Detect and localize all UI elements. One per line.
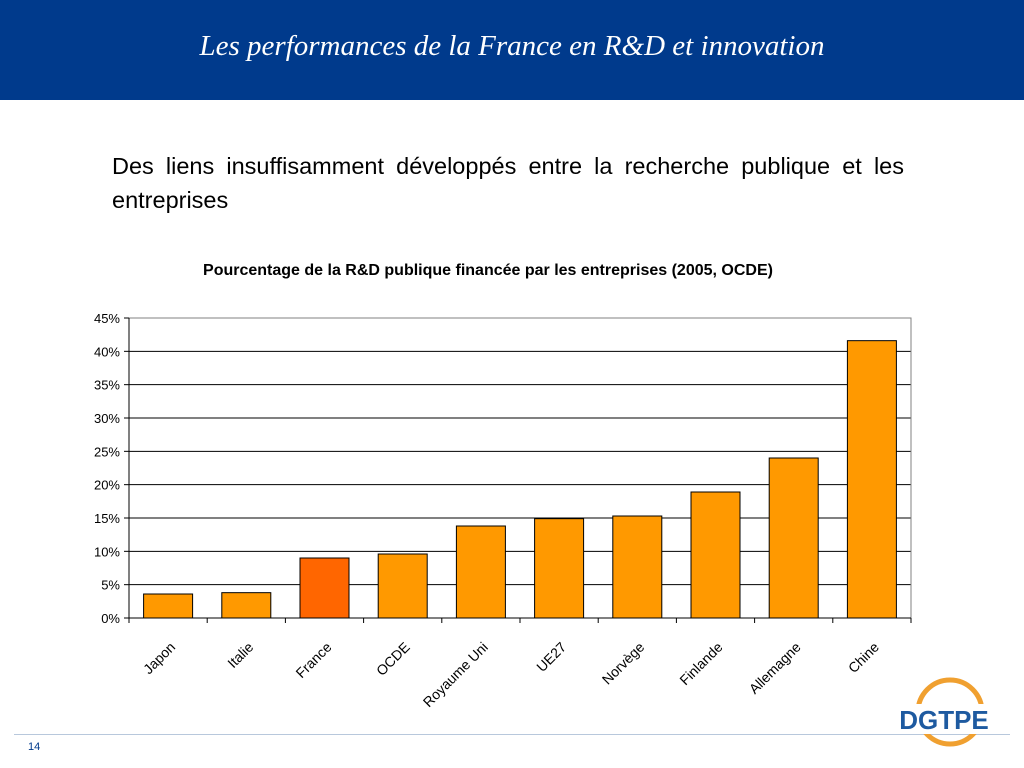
bar-royaume-uni xyxy=(455,525,506,619)
slide-subtitle: Des liens insuffisamment développés entr… xyxy=(112,153,904,213)
y-tick-label: 20% xyxy=(94,478,120,493)
logo-text: DGTPE xyxy=(899,705,989,735)
bar-italie xyxy=(221,592,272,619)
chart-title: Pourcentage de la R&D publique financée … xyxy=(203,262,773,279)
y-tick-label: 0% xyxy=(101,611,120,626)
chart-axes xyxy=(124,317,912,623)
logo-backdrop xyxy=(888,704,996,734)
footer-divider xyxy=(14,734,1010,735)
y-tick-label: 15% xyxy=(94,511,120,526)
bar-allemagne xyxy=(768,457,819,619)
header-bar xyxy=(0,0,1024,100)
slide-title: Les performances de la France en R&D et … xyxy=(199,30,825,62)
y-tick-labels: 0% 5% 10% 15% 20% 25% 30% 35% 40% 45% xyxy=(94,311,120,626)
bar-france xyxy=(299,557,350,619)
bar-ue27 xyxy=(534,518,585,619)
page-number: 14 xyxy=(28,741,41,753)
y-tick-label: 10% xyxy=(94,544,120,559)
bar-finlande xyxy=(690,491,741,619)
chart-bars xyxy=(143,340,897,619)
bar-japon xyxy=(143,593,194,619)
y-tick-label: 40% xyxy=(94,344,120,359)
y-tick-label: 25% xyxy=(94,444,120,459)
bar-ocde xyxy=(377,553,428,619)
bar-norvège xyxy=(612,515,663,619)
y-tick-label: 45% xyxy=(94,311,120,326)
bar-chine xyxy=(846,340,897,619)
y-tick-label: 5% xyxy=(101,578,120,593)
y-tick-label: 30% xyxy=(94,411,120,426)
y-tick-label: 35% xyxy=(94,378,120,393)
